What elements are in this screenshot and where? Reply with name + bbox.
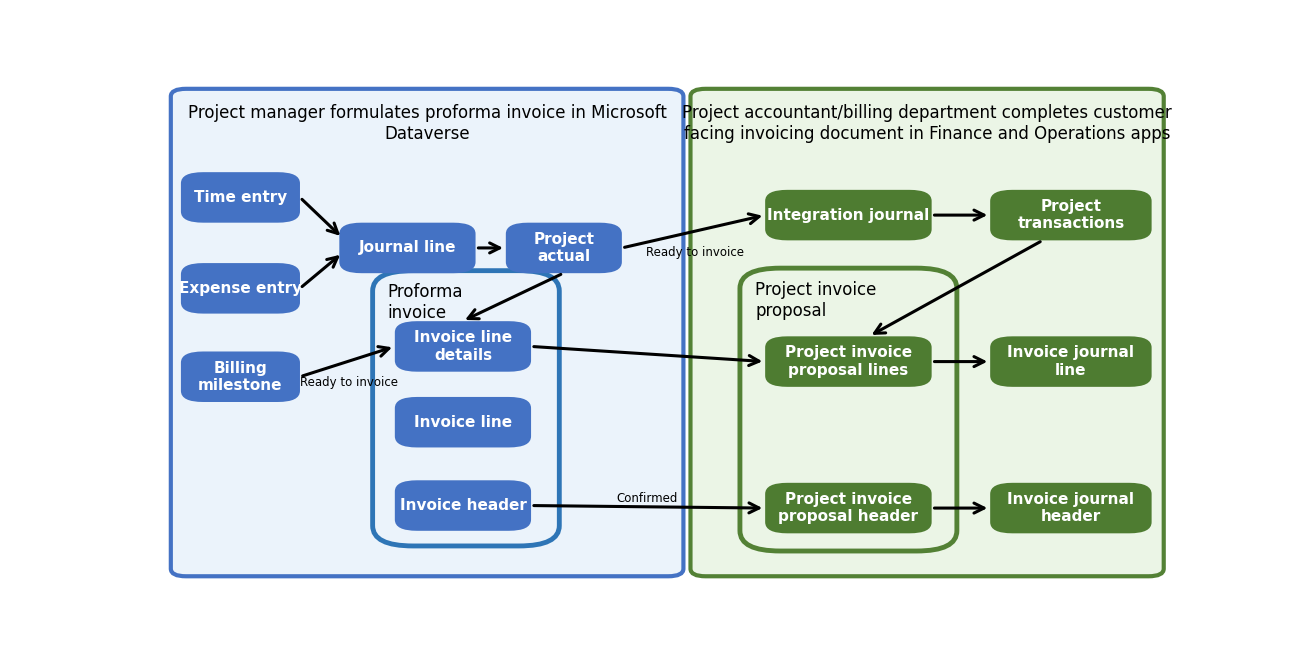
FancyBboxPatch shape: [395, 397, 531, 447]
FancyBboxPatch shape: [505, 222, 622, 273]
Text: Time entry: Time entry: [194, 190, 286, 205]
Text: Journal line: Journal line: [358, 241, 456, 255]
Text: Invoice line: Invoice line: [414, 415, 512, 430]
Text: Integration journal: Integration journal: [767, 207, 930, 222]
FancyBboxPatch shape: [181, 352, 299, 402]
Text: Project invoice
proposal lines: Project invoice proposal lines: [785, 346, 911, 378]
Text: Project invoice
proposal: Project invoice proposal: [755, 281, 876, 319]
FancyBboxPatch shape: [395, 321, 531, 372]
Text: Expense entry: Expense entry: [178, 281, 302, 296]
FancyBboxPatch shape: [990, 190, 1151, 240]
FancyBboxPatch shape: [990, 337, 1151, 387]
Text: Project accountant/billing department completes customer
facing invoicing docume: Project accountant/billing department co…: [682, 104, 1172, 143]
Text: Project
actual: Project actual: [534, 232, 594, 264]
Text: Project
transactions: Project transactions: [1017, 199, 1125, 232]
FancyBboxPatch shape: [766, 337, 932, 387]
FancyBboxPatch shape: [395, 480, 531, 531]
Text: Ready to invoice: Ready to invoice: [646, 247, 743, 259]
FancyBboxPatch shape: [340, 222, 475, 273]
Text: Ready to invoice: Ready to invoice: [301, 376, 398, 389]
FancyBboxPatch shape: [181, 172, 299, 222]
Text: Confirmed: Confirmed: [616, 491, 678, 504]
FancyBboxPatch shape: [171, 89, 684, 576]
Text: Invoice journal
header: Invoice journal header: [1008, 492, 1134, 524]
FancyBboxPatch shape: [181, 263, 299, 314]
Text: Project invoice
proposal header: Project invoice proposal header: [779, 492, 918, 524]
Text: Project manager formulates proforma invoice in Microsoft
Dataverse: Project manager formulates proforma invo…: [187, 104, 667, 143]
Text: Proforma
invoice: Proforma invoice: [388, 283, 464, 322]
Text: Invoice header: Invoice header: [400, 498, 526, 513]
FancyBboxPatch shape: [766, 483, 932, 533]
Text: Billing
milestone: Billing milestone: [198, 361, 283, 393]
FancyBboxPatch shape: [690, 89, 1164, 576]
FancyBboxPatch shape: [990, 483, 1151, 533]
Text: Invoice line
details: Invoice line details: [414, 330, 512, 363]
FancyBboxPatch shape: [766, 190, 932, 240]
Text: Invoice journal
line: Invoice journal line: [1008, 346, 1134, 378]
